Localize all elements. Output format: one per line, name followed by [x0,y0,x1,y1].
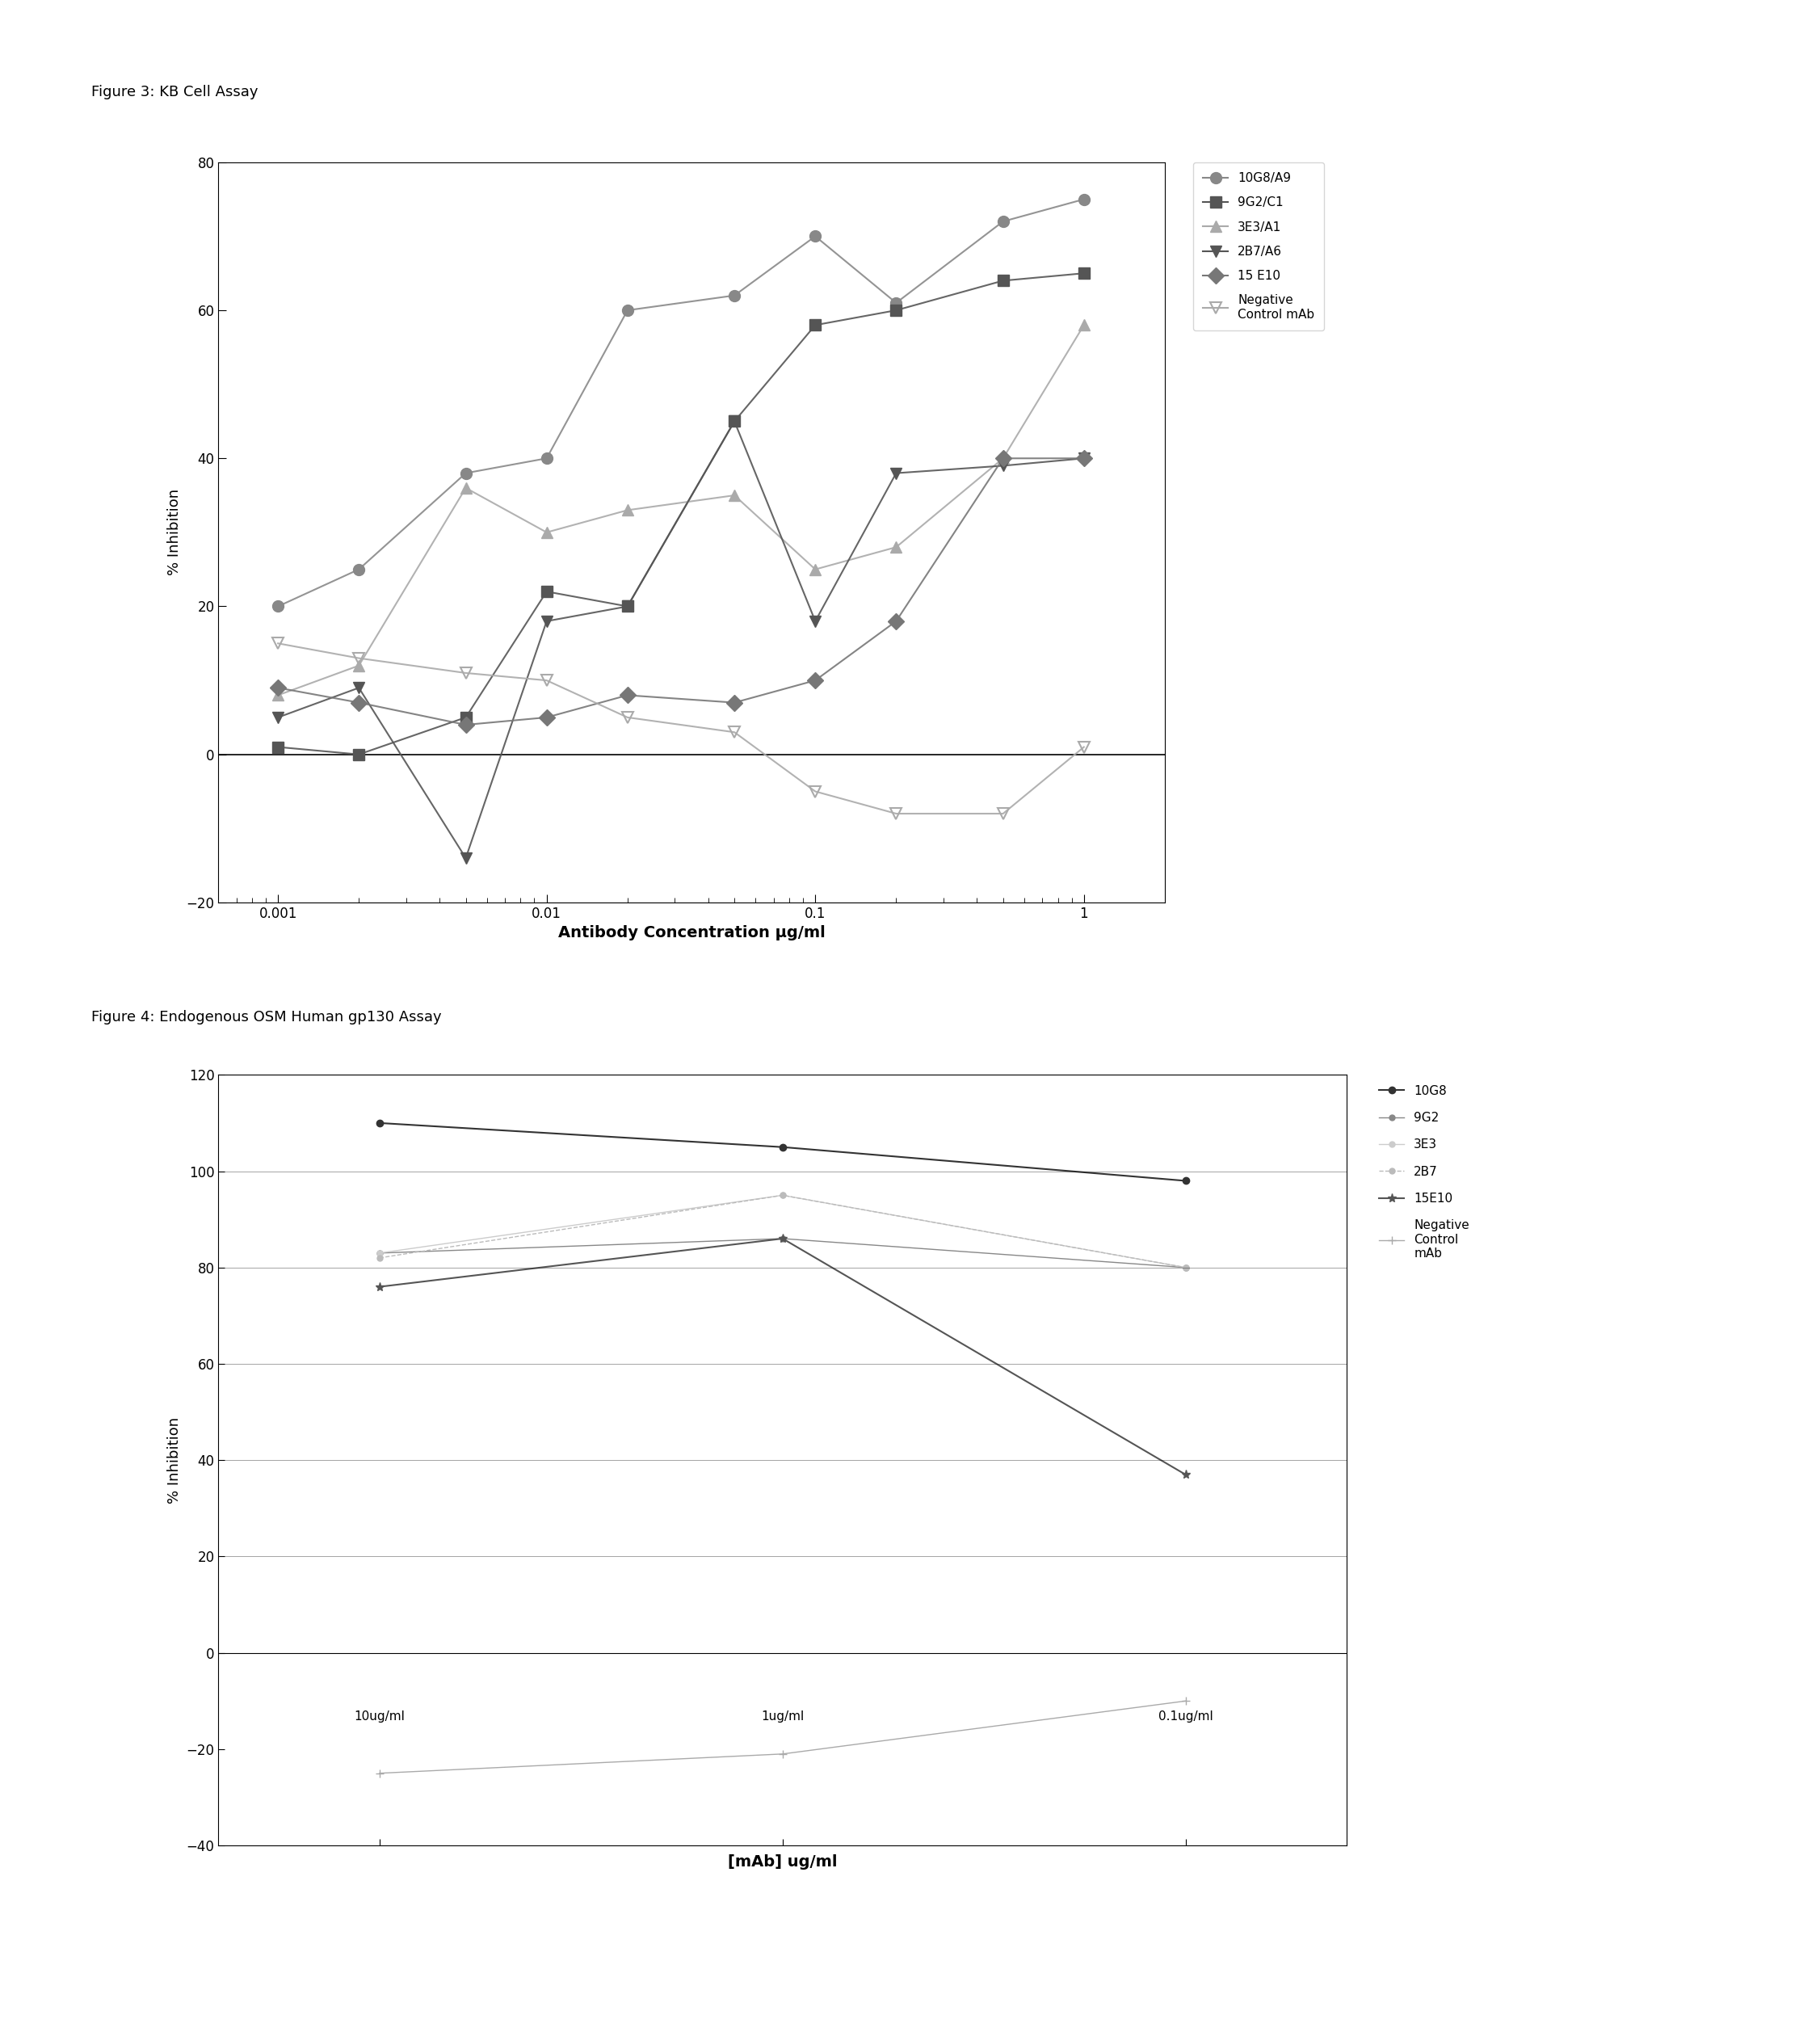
Line: 10G8: 10G8 [377,1119,1188,1184]
Text: 10ug/ml: 10ug/ml [355,1712,406,1722]
15E10 [369,1274,391,1298]
9G2 [369,1241,391,1265]
3E3 [369,1241,391,1265]
X-axis label: Antibody Concentration µg/ml: Antibody Concentration µg/ml [559,925,824,941]
Legend: 10G8/A9, 9G2/C1, 3E3/A1, 2B7/A6, 15 E10, Negative
Control mAb: 10G8/A9, 9G2/C1, 3E3/A1, 2B7/A6, 15 E10,… [1194,162,1325,331]
2B7 [1174,1255,1196,1280]
Legend: 10G8, 9G2, 3E3, 2B7, 15E10, Negative
Control
mAb: 10G8, 9G2, 3E3, 2B7, 15E10, Negative Con… [1369,1075,1480,1270]
15E10 [1174,1462,1196,1487]
3E3 [1174,1255,1196,1280]
Line: 15E10: 15E10 [375,1235,1190,1478]
Line: 2B7: 2B7 [377,1192,1188,1270]
Negative Control mAb [772,1742,794,1766]
Negative Control mAb [369,1760,391,1785]
Text: 1ug/ml: 1ug/ml [761,1712,804,1722]
Line: Negative Control mAb: Negative Control mAb [375,1697,1190,1777]
15E10 [772,1227,794,1251]
Text: Figure 4: Endogenous OSM Human gp130 Assay: Figure 4: Endogenous OSM Human gp130 Ass… [91,1010,440,1024]
10G8 [1174,1168,1196,1192]
Line: 9G2: 9G2 [377,1235,1188,1270]
10G8 [772,1136,794,1160]
Text: Figure 3: KB Cell Assay: Figure 3: KB Cell Assay [91,85,258,99]
Negative Control mAb [1174,1689,1196,1714]
2B7 [369,1245,391,1270]
9G2 [1174,1255,1196,1280]
Text: 0.1ug/ml: 0.1ug/ml [1158,1712,1212,1722]
10G8 [369,1111,391,1136]
9G2 [772,1227,794,1251]
3E3 [772,1182,794,1207]
X-axis label: [mAb] ug/ml: [mAb] ug/ml [728,1854,837,1870]
Y-axis label: % Inhibition: % Inhibition [167,1418,182,1503]
2B7 [772,1182,794,1207]
Line: 3E3: 3E3 [377,1192,1188,1270]
Y-axis label: % Inhibition: % Inhibition [167,489,182,576]
